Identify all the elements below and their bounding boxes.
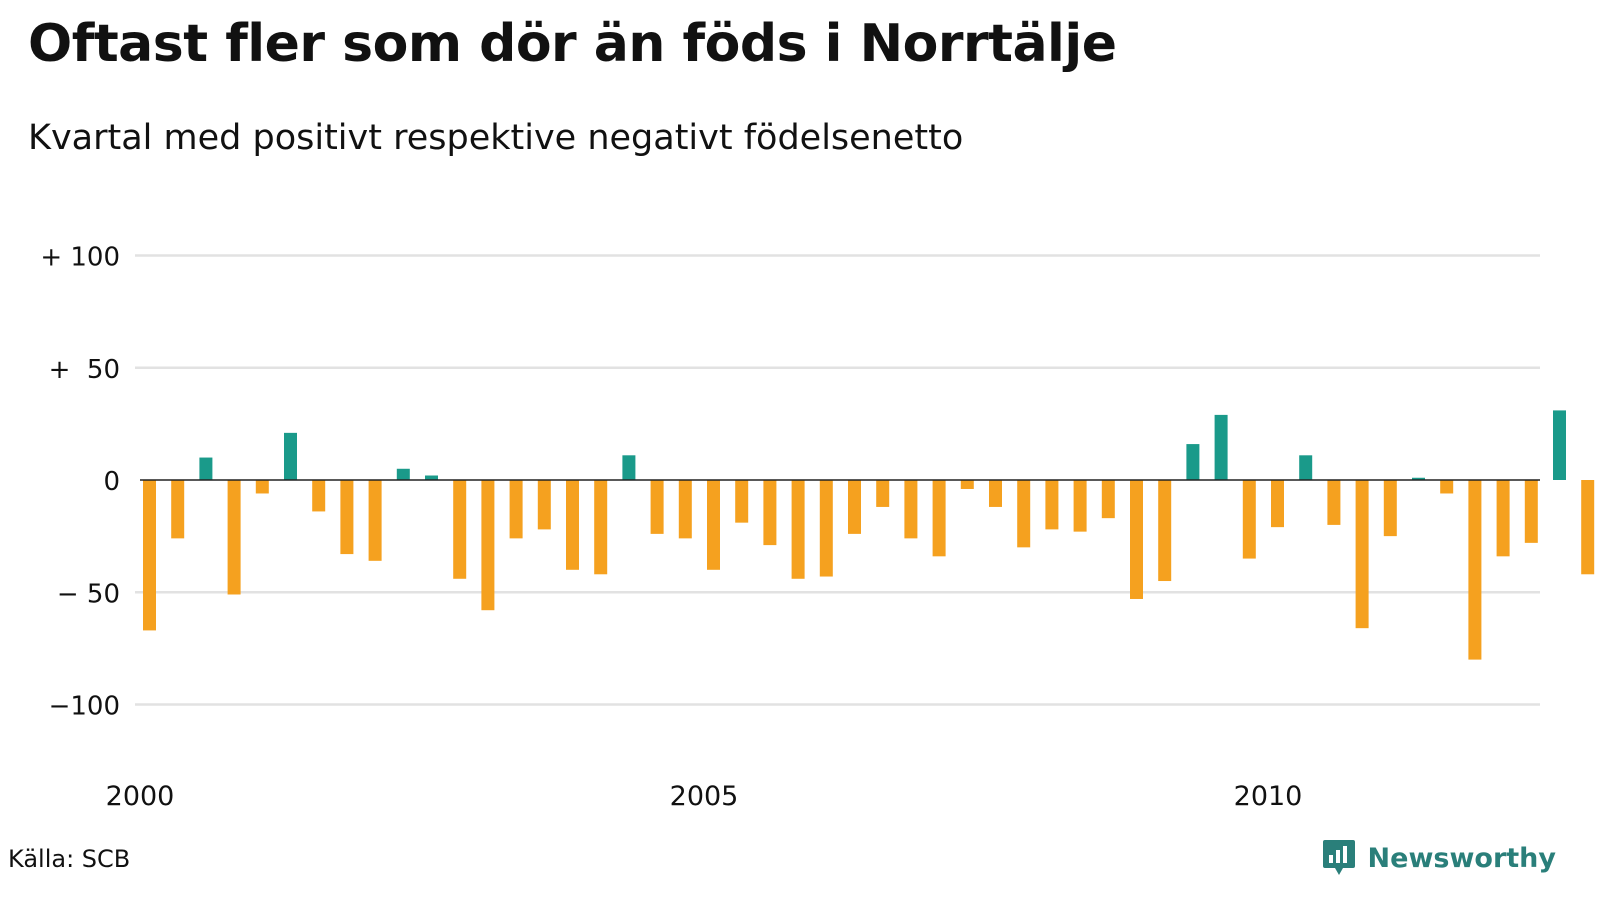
bar-negative bbox=[1355, 480, 1369, 629]
newsworthy-logo-icon bbox=[1322, 840, 1355, 875]
bar-negative bbox=[960, 480, 974, 489]
grid-lines bbox=[135, 254, 1540, 706]
bar-negative bbox=[255, 480, 269, 494]
x-tick-label: 2005 bbox=[670, 781, 739, 812]
bar-positive bbox=[1412, 477, 1425, 480]
bar-negative bbox=[735, 480, 749, 523]
y-tick-label: −100 bbox=[49, 692, 120, 722]
bar-negative bbox=[312, 480, 326, 512]
bar-negative bbox=[1101, 480, 1115, 519]
bar-positive bbox=[1214, 414, 1228, 480]
x-axis-ticks: 20002005201020152020 bbox=[106, 781, 1303, 812]
bar-negative bbox=[1468, 480, 1482, 660]
bar-negative bbox=[707, 480, 720, 570]
bar-negative bbox=[1581, 480, 1595, 575]
bar-negative bbox=[171, 480, 185, 539]
bar-negative bbox=[481, 480, 495, 611]
bar-negative bbox=[904, 480, 918, 539]
bar-negative bbox=[1327, 480, 1341, 525]
bar-positive bbox=[199, 457, 213, 480]
bar-positive bbox=[1553, 410, 1566, 480]
bar-negative bbox=[594, 480, 608, 575]
bar-negative bbox=[509, 480, 523, 539]
x-tick-label: 2000 bbox=[106, 781, 175, 812]
bar-positive bbox=[396, 468, 410, 480]
bar-negative bbox=[143, 480, 156, 631]
brand: Newsworthy bbox=[1322, 838, 1556, 878]
bar-positive bbox=[284, 432, 297, 480]
bar-positive bbox=[1186, 444, 1200, 480]
bars bbox=[143, 410, 1595, 660]
y-tick-label: + 100 bbox=[40, 243, 120, 273]
y-tick-label: − 50 bbox=[57, 579, 120, 609]
y-tick-label: 0 bbox=[103, 467, 120, 497]
bar-negative bbox=[368, 480, 382, 561]
bar-negative bbox=[340, 480, 354, 555]
brand-name: Newsworthy bbox=[1367, 842, 1556, 874]
chart-subtitle: Kvartal med positivt respektive negativt… bbox=[28, 118, 964, 158]
bar-negative bbox=[1496, 480, 1510, 557]
bar-negative bbox=[791, 480, 805, 579]
bar-negative bbox=[1242, 480, 1256, 559]
bar-negative bbox=[1130, 480, 1143, 599]
bar-negative bbox=[1524, 480, 1538, 543]
bar-negative bbox=[1383, 480, 1397, 537]
source-note: Källa: SCB bbox=[8, 845, 131, 873]
bar-negative bbox=[876, 480, 890, 507]
bar-positive bbox=[622, 455, 636, 480]
bar-negative bbox=[650, 480, 664, 534]
bar-negative bbox=[453, 480, 467, 579]
bar-negative bbox=[1073, 480, 1087, 532]
bar-negative bbox=[1045, 480, 1059, 530]
bar-negative bbox=[566, 480, 579, 570]
y-axis-ticks: + 100 + 50 0 − 50 −100 bbox=[40, 243, 120, 722]
bar-negative bbox=[848, 480, 861, 534]
chart-title: Oftast fler som dör än föds i Norrtälje bbox=[28, 14, 1117, 74]
bar-negative bbox=[537, 480, 551, 530]
bar-negative bbox=[678, 480, 692, 539]
bar-negative bbox=[763, 480, 777, 546]
bar-negative bbox=[989, 480, 1002, 507]
bar-negative bbox=[227, 480, 241, 595]
bar-negative bbox=[1440, 480, 1454, 494]
bar-negative bbox=[1158, 480, 1172, 582]
bar-positive bbox=[1299, 455, 1313, 480]
y-tick-label: + 50 bbox=[49, 355, 120, 385]
bar-negative bbox=[1017, 480, 1031, 548]
bar-negative bbox=[1271, 480, 1284, 528]
bar-negative bbox=[819, 480, 833, 577]
bar-positive bbox=[425, 475, 438, 480]
bar-negative bbox=[932, 480, 946, 557]
x-tick-label: 2010 bbox=[1234, 781, 1303, 812]
